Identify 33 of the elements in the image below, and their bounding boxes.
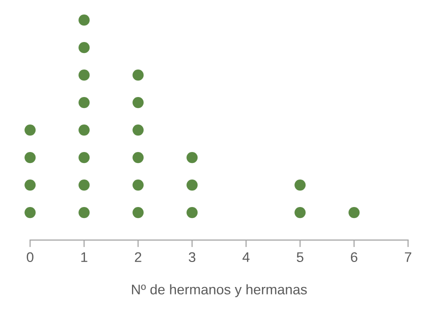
- x-tick-label: 3: [188, 252, 196, 262]
- point: [132, 206, 144, 218]
- point: [24, 124, 36, 136]
- point: [186, 206, 198, 218]
- x-tick-label: 2: [134, 252, 142, 262]
- point: [24, 206, 36, 218]
- point: [132, 97, 144, 108]
- point: [186, 179, 198, 191]
- point: [78, 206, 90, 218]
- point: [132, 152, 144, 164]
- point: [78, 124, 90, 136]
- point: [78, 70, 90, 81]
- point: [78, 97, 90, 108]
- point: [294, 206, 306, 218]
- point: [348, 206, 360, 218]
- point: [24, 152, 36, 164]
- point: [78, 42, 90, 54]
- x-tick-label: 5: [296, 252, 304, 262]
- point: [132, 70, 144, 81]
- x-tick-label: 1: [81, 252, 88, 262]
- point: [24, 179, 36, 191]
- point: [186, 152, 198, 164]
- x-axis-title: Nº de hermanos y hermanas: [132, 284, 307, 298]
- point: [294, 179, 306, 191]
- point: [78, 179, 90, 191]
- x-tick-label: 4: [242, 252, 250, 262]
- point: [132, 179, 144, 191]
- x-tick-label: 7: [404, 252, 412, 262]
- x-tick-label: 6: [350, 252, 358, 262]
- point: [132, 124, 144, 136]
- point: [78, 152, 90, 164]
- point: [78, 14, 90, 26]
- x-tick-label: 0: [26, 252, 34, 262]
